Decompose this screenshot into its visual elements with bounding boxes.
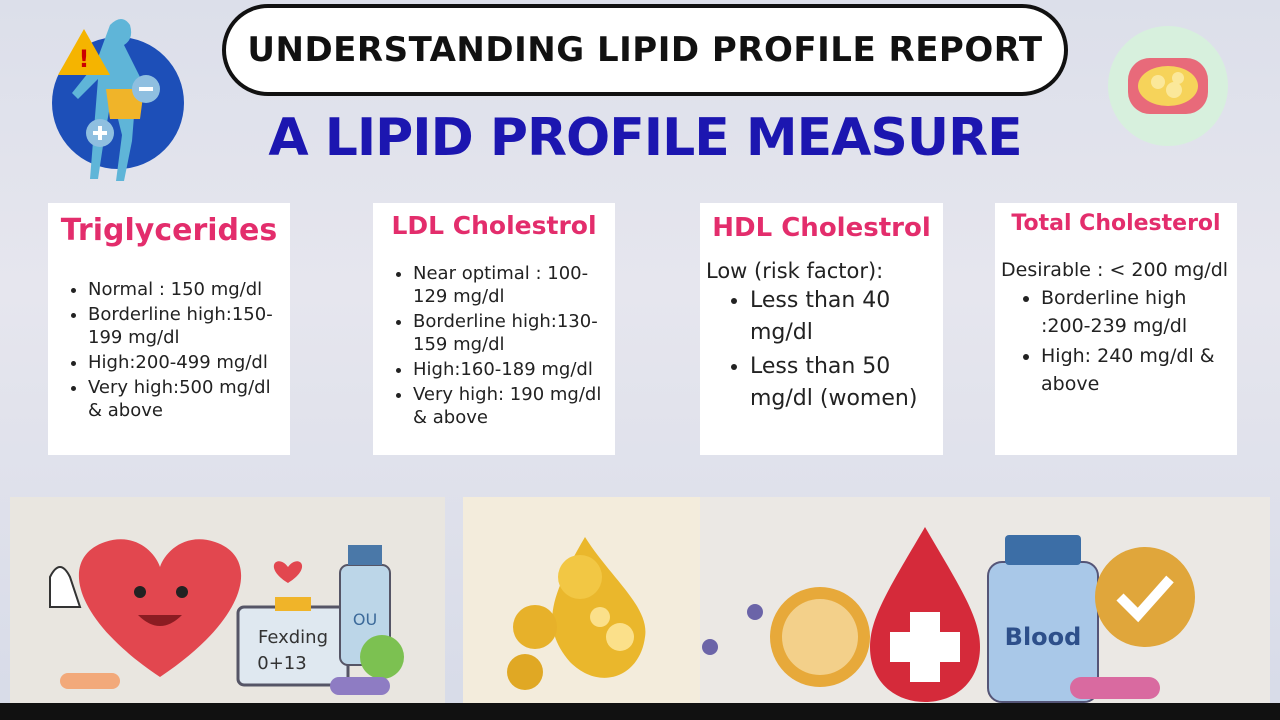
check-coin <box>1095 547 1195 647</box>
card: LDL Cholestrol Near optimal : 100-129 mg/… <box>373 203 615 455</box>
card-list: Borderline high :200-239 mg/dlHigh: 240 … <box>1001 284 1231 398</box>
card-item: Less than 40 mg/dl <box>750 285 937 349</box>
card: Total Cholesterol Desirable : < 200 mg/dl… <box>995 203 1237 455</box>
card-title: HDL Cholestrol <box>712 213 931 243</box>
card-title: LDL Cholestrol <box>391 211 597 240</box>
title: UNDERSTANDING LIPID PROFILE REPORT <box>247 30 1043 70</box>
clipboard-text: Fexding <box>258 627 328 648</box>
card-item: High:200-499 mg/dl <box>88 351 284 374</box>
card-item: Near optimal : 100-129 mg/dl <box>413 262 609 308</box>
card-intro: Low (risk factor): <box>706 259 884 283</box>
svg-text:!: ! <box>79 45 90 73</box>
card-list: Near optimal : 100-129 mg/dlBorderline h… <box>379 262 609 429</box>
card-item: Normal : 150 mg/dl <box>88 278 284 301</box>
illustration-strip: Fexding 0+13 OU Blood <box>10 497 1270 703</box>
bottle-text: OU <box>353 610 377 629</box>
card-list: Less than 40 mg/dlLess than 50 mg/dl (wo… <box>706 285 937 415</box>
card-intro: Desirable : < 200 mg/dl <box>1001 259 1229 281</box>
card: Triglycerides Normal : 150 mg/dlBorderlin… <box>48 203 290 455</box>
card-item: Borderline high :200-239 mg/dl <box>1041 284 1231 340</box>
card-item: Very high: 190 mg/dl & above <box>413 383 609 429</box>
heart <box>78 539 242 677</box>
card-item: High: 240 mg/dl & above <box>1041 342 1231 398</box>
card-list: Normal : 150 mg/dlBorderline high:150-19… <box>54 278 284 422</box>
artery-icon <box>1108 26 1228 146</box>
card-item: Very high:500 mg/dl & above <box>88 376 284 422</box>
title-box: UNDERSTANDING LIPID PROFILE REPORT <box>222 4 1068 96</box>
card-title: Total Cholesterol <box>1011 211 1221 236</box>
card-item: Less than 50 mg/dl (women) <box>750 351 937 415</box>
card-title: Triglycerides <box>60 213 278 248</box>
card-item: Borderline high:130-159 mg/dl <box>413 310 609 356</box>
card-item: High:160-189 mg/dl <box>413 358 609 381</box>
subtitle: A LIPID PROFILE MEASURE <box>268 108 1022 168</box>
clipboard-text: 0+13 <box>257 653 306 674</box>
runner-icon: ! <box>52 19 184 181</box>
bottom-bar <box>0 703 1280 720</box>
bottle-text: Blood <box>1005 623 1082 651</box>
card-item: Borderline high:150-199 mg/dl <box>88 303 284 349</box>
